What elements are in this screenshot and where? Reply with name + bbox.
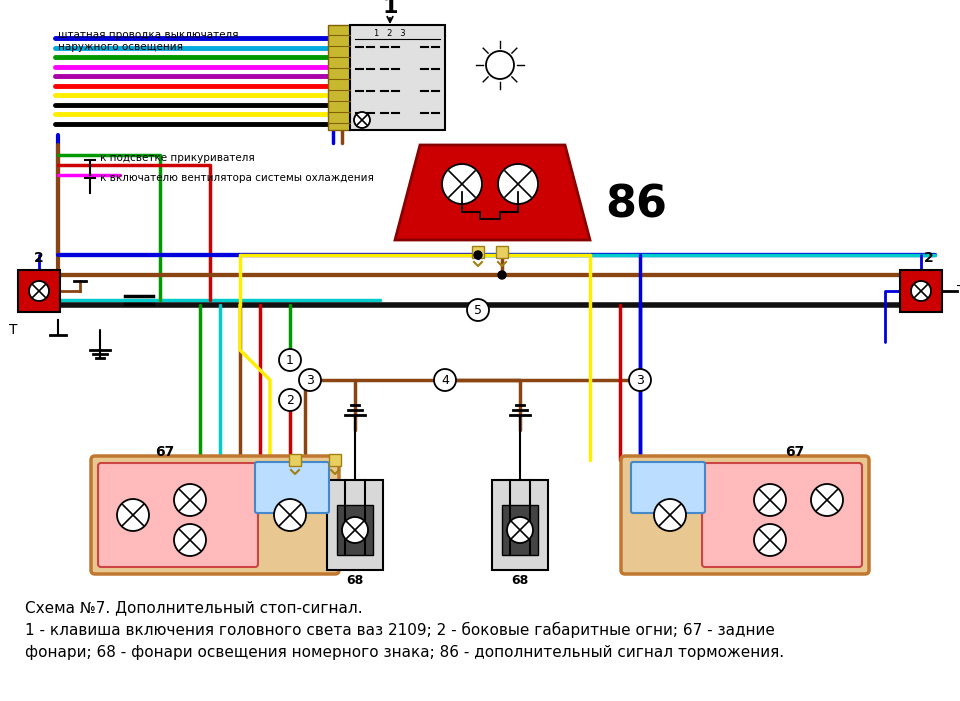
Circle shape (498, 164, 538, 204)
Text: T: T (9, 323, 17, 337)
FancyBboxPatch shape (98, 463, 258, 567)
Circle shape (754, 524, 786, 556)
Text: 2: 2 (924, 251, 934, 265)
Circle shape (279, 389, 301, 411)
Bar (337, 505, 373, 555)
Text: 68: 68 (512, 574, 529, 587)
FancyBboxPatch shape (631, 462, 705, 513)
Bar (496, 246, 508, 258)
Text: 1 - клавиша включения головного света ваз 2109; 2 - боковые габаритные огни; 67 : 1 - клавиша включения головного света ва… (25, 622, 775, 638)
Circle shape (279, 349, 301, 371)
Circle shape (174, 524, 206, 556)
Text: Схема №7. Дополнительный стоп-сигнал.: Схема №7. Дополнительный стоп-сигнал. (25, 601, 363, 615)
Text: к подсветке прикуривателя: к подсветке прикуривателя (100, 153, 254, 163)
Circle shape (507, 517, 533, 543)
Circle shape (274, 499, 306, 531)
Circle shape (911, 281, 931, 301)
Bar (18, 270, 60, 312)
Polygon shape (395, 145, 590, 240)
Circle shape (434, 369, 456, 391)
Circle shape (117, 499, 149, 531)
Circle shape (467, 299, 489, 321)
Circle shape (811, 484, 843, 516)
Text: 2: 2 (35, 251, 44, 265)
Bar (502, 505, 538, 555)
Text: 5: 5 (474, 304, 482, 316)
Text: 67: 67 (156, 445, 175, 459)
Text: штатная проводка выключателя
наружного освещения: штатная проводка выключателя наружного о… (58, 30, 238, 52)
Text: 4: 4 (441, 374, 449, 386)
Circle shape (442, 164, 482, 204)
Bar (472, 246, 484, 258)
Circle shape (474, 251, 482, 259)
FancyBboxPatch shape (91, 456, 339, 574)
Circle shape (754, 484, 786, 516)
FancyBboxPatch shape (255, 462, 329, 513)
Circle shape (629, 369, 651, 391)
Text: 67: 67 (785, 445, 804, 459)
Bar (328, 25, 350, 130)
Text: 3: 3 (636, 374, 644, 386)
Circle shape (654, 499, 686, 531)
Circle shape (498, 271, 506, 279)
Text: 3: 3 (306, 374, 314, 386)
Bar (327, 480, 383, 570)
Circle shape (299, 369, 321, 391)
Circle shape (342, 517, 368, 543)
Bar (900, 270, 942, 312)
Bar (350, 25, 445, 130)
Bar (492, 480, 548, 570)
Text: фонари; 68 - фонари освещения номерного знака; 86 - дополнительный сигнал тормож: фонари; 68 - фонари освещения номерного … (25, 644, 784, 660)
Text: 68: 68 (347, 574, 364, 587)
Text: T: T (957, 284, 960, 298)
Circle shape (354, 112, 370, 128)
Bar (329, 454, 341, 466)
Text: 2: 2 (286, 393, 294, 407)
FancyBboxPatch shape (621, 456, 869, 574)
Circle shape (29, 281, 49, 301)
Bar (289, 454, 301, 466)
FancyBboxPatch shape (702, 463, 862, 567)
Text: 1: 1 (286, 353, 294, 367)
Text: 1   2   3: 1 2 3 (374, 29, 406, 37)
Text: к включателю вентилятора системы охлаждения: к включателю вентилятора системы охлажде… (100, 173, 373, 183)
Text: 1: 1 (382, 0, 397, 17)
Text: 86: 86 (605, 184, 667, 226)
Circle shape (174, 484, 206, 516)
